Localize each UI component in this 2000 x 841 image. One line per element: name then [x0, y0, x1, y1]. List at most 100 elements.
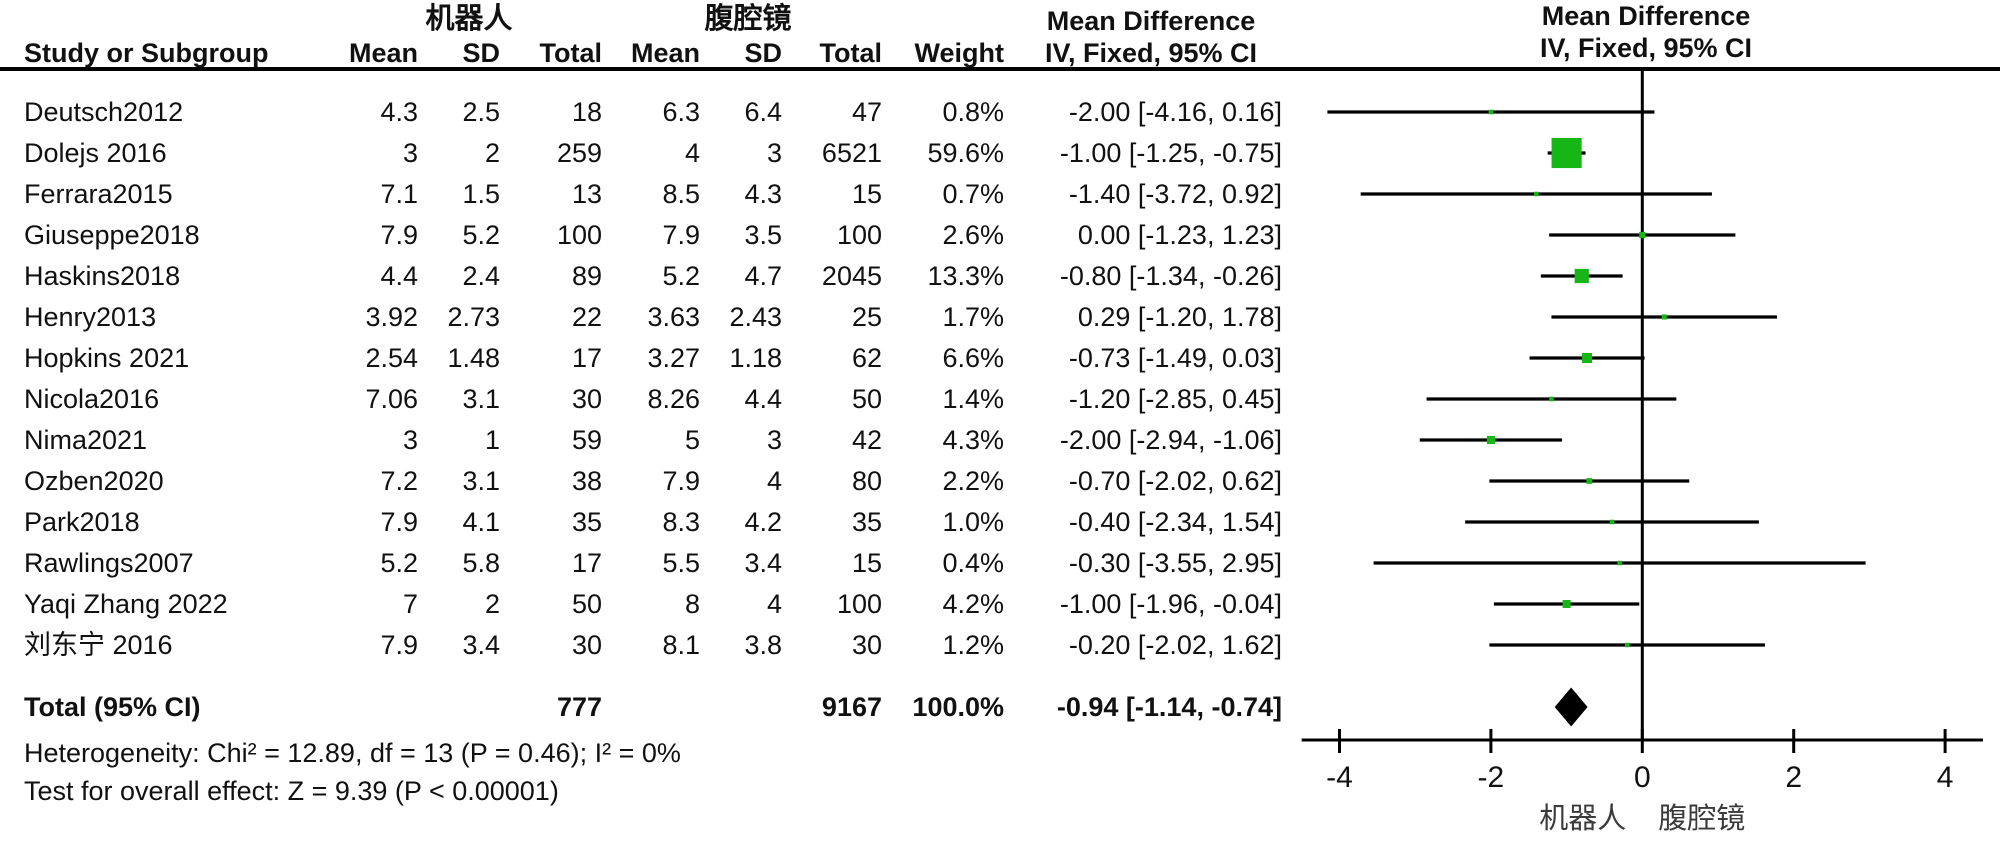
study-marker: [1639, 231, 1646, 239]
total-diamond: [1554, 687, 1588, 727]
lap-total: 25: [851, 302, 882, 332]
lap-mean: 5.2: [662, 261, 700, 291]
ci-text: -2.00 [-4.16, 0.16]: [1068, 97, 1282, 127]
study-row: Henry2013 3.92 2.73 22 3.63 2.43 25 1.7% 0.29 [-…: [0, 297, 1292, 338]
axis-tick-label: -2: [1478, 761, 1505, 794]
robot-mean: 7.2: [380, 466, 418, 496]
study-marker: [1624, 642, 1630, 648]
lap-total: 80: [851, 466, 882, 496]
axis-tick-label: 2: [1785, 761, 1802, 794]
robot-total: 30: [571, 630, 602, 660]
lap-mean: 8.5: [662, 179, 700, 209]
robot-sd: 3.1: [462, 384, 500, 414]
lap-sd: 4.2: [744, 507, 782, 537]
robot-mean: 3: [402, 138, 418, 168]
axis-tick-label: 4: [1937, 761, 1954, 794]
lap-sd: 4.7: [744, 261, 782, 291]
plot-header-line1: Mean Difference: [1541, 1, 1751, 31]
col-header-sd-robot: SD: [462, 38, 500, 68]
effect-header-line2: IV, Fixed, 95% CI: [1044, 38, 1258, 68]
ci-text: -0.40 [-2.34, 1.54]: [1068, 507, 1282, 537]
study-row: Dolejs 2016 3 2 259 4 3 6521 59.6% -1.00 [-1.25,…: [0, 133, 1292, 174]
lap-mean: 8.3: [662, 507, 700, 537]
lap-mean: 5: [684, 425, 700, 455]
study-row: Park2018 7.9 4.1 35 8.3 4.2 35 1.0% -0.40 [-2.34…: [0, 502, 1292, 543]
weight-value: 2.6%: [942, 220, 1004, 250]
robot-sd: 4.1: [462, 507, 500, 537]
robot-total: 18: [571, 97, 602, 127]
robot-mean: 4.3: [380, 97, 418, 127]
plot-header: Mean Difference IV, Fixed, 95% CI: [1292, 0, 2000, 64]
study-name: Henry2013: [24, 302, 157, 332]
col-header-sd-lap: SD: [744, 38, 782, 68]
weight-value: 4.2%: [942, 589, 1004, 619]
lap-mean: 8.26: [647, 384, 700, 414]
study-marker: [1549, 396, 1554, 402]
lap-sd: 3.5: [744, 220, 782, 250]
lap-total: 15: [851, 548, 882, 578]
study-name: Nima2021: [24, 425, 148, 455]
robot-mean: 7.1: [380, 179, 418, 209]
study-marker: [1582, 352, 1593, 364]
robot-total: 22: [571, 302, 602, 332]
robot-sd: 5.2: [462, 220, 500, 250]
col-header-weight: Weight: [914, 38, 1005, 68]
weight-value: 4.3%: [942, 425, 1004, 455]
weight-value: 1.4%: [942, 384, 1004, 414]
study-marker: [1609, 519, 1615, 525]
robot-mean: 7.06: [365, 384, 418, 414]
study-marker: [1661, 314, 1667, 320]
lap-sd: 4.4: [744, 384, 782, 414]
robot-total: 50: [571, 589, 602, 619]
study-marker: [1586, 478, 1593, 484]
weight-value: 1.2%: [942, 630, 1004, 660]
ci-text: -1.00 [-1.25, -0.75]: [1059, 138, 1282, 168]
favours-right-label: 腹腔镜: [1658, 802, 1745, 835]
robot-total: 100: [556, 220, 602, 250]
ci-text: -0.80 [-1.34, -0.26]: [1059, 261, 1282, 291]
study-marker: [1486, 435, 1495, 445]
study-row: 刘东宁 2016 7.9 3.4 30 8.1 3.8 30 1.2% -0.20 [-2.02…: [0, 625, 1292, 666]
study-name: Dolejs 2016: [24, 138, 167, 168]
study-name: 刘东宁 2016: [24, 630, 173, 660]
lap-total: 62: [851, 343, 882, 373]
group-header-laparoscopy: 腹腔镜: [704, 3, 792, 35]
weight-value: 1.0%: [942, 507, 1004, 537]
total-empty: [706, 687, 788, 728]
lap-total: 15: [851, 179, 882, 209]
weight-value: 59.6%: [927, 138, 1004, 168]
robot-mean: 7.9: [380, 630, 418, 660]
robot-sd: 2.4: [462, 261, 500, 291]
robot-total: 13: [571, 179, 602, 209]
header-rule: [0, 67, 2000, 71]
study-name: Nicola2016: [24, 384, 160, 414]
study-marker: [1551, 137, 1582, 169]
total-empty: [330, 687, 424, 728]
ci-text: -1.00 [-1.96, -0.04]: [1059, 589, 1282, 619]
study-name: Ferrara2015: [24, 179, 173, 209]
robot-mean: 4.4: [380, 261, 418, 291]
robot-sd: 1.5: [462, 179, 500, 209]
effect-header-line1: Mean Difference: [1046, 6, 1256, 36]
robot-total: 59: [571, 425, 602, 455]
weight-value: 0.4%: [942, 548, 1004, 578]
lap-mean: 8.1: [662, 630, 700, 660]
study-row: Yaqi Zhang 2022 7 2 50 8 4 100 4.2% -1.00 [-1.96…: [0, 584, 1292, 625]
total-row: Total (95% CI) 777 9167 100.0% -0.94 [-1…: [0, 687, 1292, 728]
study-row: Ozben2020 7.2 3.1 38 7.9 4 80 2.2% -0.70 [-2.02,…: [0, 461, 1292, 502]
study-name: Giuseppe2018: [24, 220, 200, 250]
ci-text: -2.00 [-2.94, -1.06]: [1059, 425, 1282, 455]
robot-mean: 7.9: [380, 507, 418, 537]
lap-sd: 1.18: [729, 343, 782, 373]
axis-tick-label: 0: [1634, 761, 1651, 794]
robot-sd: 1: [484, 425, 500, 455]
robot-total: 89: [571, 261, 602, 291]
robot-sd: 2: [484, 138, 500, 168]
study-marker: [1534, 191, 1539, 197]
study-marker: [1488, 109, 1494, 115]
lap-total: 35: [851, 507, 882, 537]
robot-mean: 7.9: [380, 220, 418, 250]
study-marker: [1562, 600, 1571, 608]
total-lap-n: 9167: [821, 692, 882, 722]
